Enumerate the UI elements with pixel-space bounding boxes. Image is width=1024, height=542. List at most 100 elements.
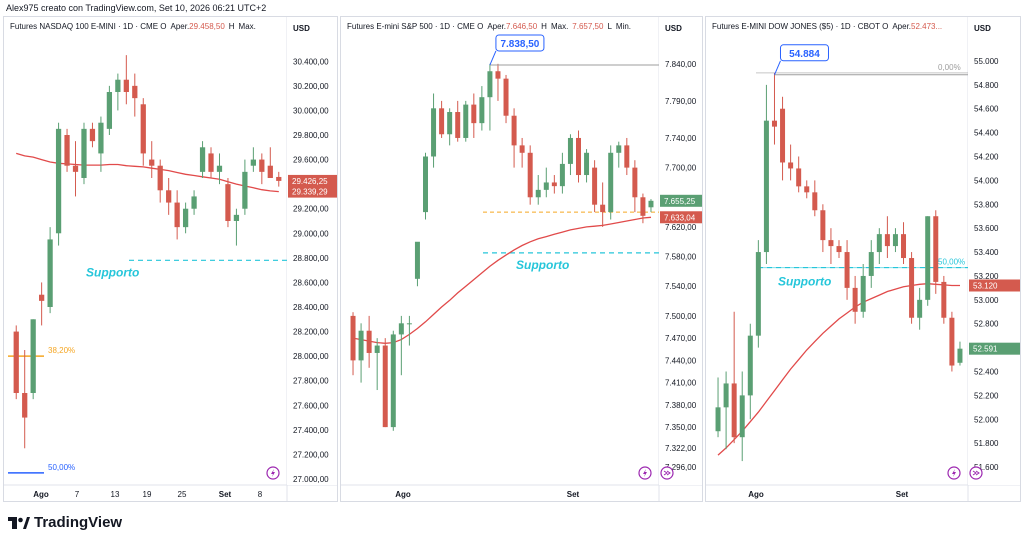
candle-body	[567, 137, 573, 164]
y-tick-label: 52.000	[974, 415, 999, 424]
candle-body	[406, 323, 412, 325]
candle-body	[860, 275, 866, 312]
candle-body	[868, 252, 874, 276]
title-high-label: Max.	[551, 22, 568, 31]
y-tick-label: 54.400	[974, 129, 999, 138]
candle-body	[909, 258, 915, 318]
x-tick-label: Set	[896, 490, 909, 499]
title-more: Max.	[239, 22, 256, 31]
y-tick-label: 53.200	[974, 272, 999, 281]
candle-body	[259, 159, 265, 172]
candle-body	[731, 383, 737, 438]
title-symbol: Futures NASDAQ 100 E-MINI · 1D · CME O	[10, 22, 166, 31]
candle-body	[503, 78, 509, 116]
title-high-letter: H	[541, 22, 547, 31]
x-tick-label: 25	[178, 490, 187, 499]
candle-body	[267, 165, 273, 178]
candle-body	[608, 152, 614, 213]
price-axis-background	[287, 17, 337, 485]
price-tag-text: 7.655,25	[664, 197, 696, 206]
candle-body	[140, 104, 146, 154]
chart-title: Futures E-MINI DOW JONES ($5) · 1D · CBO…	[712, 22, 942, 31]
callout-box	[779, 44, 829, 62]
y-tick-label: 7.790,00	[665, 97, 697, 106]
scroll-icon-chevrons	[972, 470, 980, 476]
tradingview-logo[interactable]: TradingView	[8, 514, 122, 531]
x-tick-label: Set	[219, 490, 232, 499]
fib-label: 38,20%	[48, 346, 75, 355]
scroll-to-latest-icon[interactable]	[660, 466, 674, 480]
candle-body	[30, 319, 36, 393]
title-open-label: Aper.	[170, 22, 189, 31]
candle-body	[487, 71, 493, 98]
candle-body	[763, 120, 769, 253]
candle-body	[844, 252, 850, 288]
y-tick-label: 7.580,00	[665, 253, 697, 262]
candle-body	[559, 163, 565, 187]
y-tick-label: 29.600,00	[293, 156, 329, 165]
candle-body	[22, 393, 28, 418]
chart-svg-ym[interactable]: Futures E-MINI DOW JONES ($5) · 1D · CBO…	[706, 17, 1021, 502]
candle-body	[584, 152, 590, 176]
y-tick-label: 27.000,00	[293, 475, 329, 484]
y-tick-label: 7.840,00	[665, 60, 697, 69]
price-axis-background	[659, 17, 702, 485]
annotation-supporto: Supporto	[516, 258, 569, 272]
chart-panel-nasdaq[interactable]: Futures NASDAQ 100 E-MINI · 1D · CME O Ap…	[3, 16, 338, 502]
candle-body	[276, 176, 282, 181]
chart-svg-nq[interactable]: Futures NASDAQ 100 E-MINI · 1D · CME O Ap…	[4, 17, 338, 502]
fib-label: 50,00%	[48, 463, 75, 472]
y-tick-label: 51.800	[974, 439, 999, 448]
price-tag	[969, 342, 1020, 355]
y-tick-label: 7.620,00	[665, 223, 697, 232]
brand-name: TradingView	[34, 514, 123, 531]
y-tick-label: 28.000,00	[293, 352, 329, 361]
candle-body	[132, 85, 138, 99]
lightning-icon-bolt	[952, 469, 956, 477]
y-tick-label: 30.200,00	[293, 82, 329, 91]
candle-body	[366, 330, 372, 353]
footer: TradingView	[0, 502, 1024, 542]
candle-body	[106, 92, 113, 129]
y-tick-label: 52.200	[974, 391, 999, 400]
y-tick-label: 53.800	[974, 200, 999, 209]
title-symbol: Futures E-MINI DOW JONES ($5) · 1D · CBO…	[712, 22, 888, 31]
candle-body	[535, 189, 541, 198]
title-open-value: 7.646,50	[506, 22, 538, 31]
candle-body	[374, 345, 380, 353]
candle-body	[780, 108, 786, 163]
x-tick-label: 7	[75, 490, 80, 499]
title-symbol: Futures E-mini S&P 500 · 1D · CME O	[347, 22, 483, 31]
candle-body	[925, 216, 931, 300]
y-tick-label: 7.322,00	[665, 444, 697, 453]
candle-body	[98, 122, 104, 154]
candle-body	[511, 115, 517, 146]
lightning-icon[interactable]	[947, 466, 961, 480]
lightning-icon[interactable]	[638, 466, 652, 480]
candle-body	[216, 165, 223, 172]
candle-body	[455, 112, 461, 138]
y-tick-label: 7.540,00	[665, 282, 697, 291]
y-tick-label: 53.400	[974, 248, 999, 257]
fib-label: 0,00%	[938, 63, 961, 72]
title-open-label: Aper.	[487, 22, 506, 31]
candle-body	[632, 167, 638, 198]
y-tick-label: 51.600	[974, 463, 999, 472]
candle-body	[39, 294, 45, 301]
candle-body	[941, 281, 947, 318]
chart-svg-es[interactable]: Futures E-mini S&P 500 · 1D · CME O Aper.…	[341, 17, 703, 502]
scroll-to-latest-icon[interactable]	[969, 466, 983, 480]
chart-panel-dowjones[interactable]: Futures E-MINI DOW JONES ($5) · 1D · CBO…	[705, 16, 1021, 502]
candle-body	[47, 239, 53, 307]
candle-body	[836, 246, 842, 253]
lightning-icon[interactable]	[266, 466, 280, 480]
candle-body	[739, 395, 745, 438]
title-low-letter: L	[607, 22, 612, 31]
x-tick-label: 13	[111, 490, 120, 499]
currency-label: USD	[974, 24, 991, 33]
price-tag	[969, 279, 1020, 292]
currency-label: USD	[293, 24, 310, 33]
price-tag-text: 29.426,25	[292, 177, 328, 186]
chart-panel-sp500[interactable]: Futures E-mini S&P 500 · 1D · CME O Aper.…	[340, 16, 703, 502]
y-tick-label: 53.000	[974, 296, 999, 305]
